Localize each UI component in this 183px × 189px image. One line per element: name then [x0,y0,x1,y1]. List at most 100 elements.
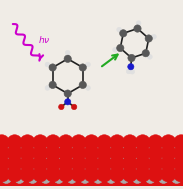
Circle shape [158,152,169,162]
Circle shape [122,156,138,171]
Circle shape [93,163,103,173]
Circle shape [134,25,141,32]
Circle shape [117,27,122,32]
Circle shape [145,152,156,162]
Circle shape [20,167,35,182]
Circle shape [80,152,90,162]
Circle shape [148,175,163,189]
Circle shape [27,173,38,184]
Circle shape [161,167,176,182]
Circle shape [97,156,112,171]
Circle shape [173,175,183,189]
Circle shape [106,163,116,173]
Circle shape [135,145,150,161]
Circle shape [33,175,48,189]
Circle shape [93,173,103,184]
Circle shape [119,173,129,184]
Circle shape [122,135,138,150]
Circle shape [45,167,61,182]
Circle shape [54,163,64,173]
Circle shape [0,145,10,161]
Circle shape [132,152,142,162]
Circle shape [80,141,90,152]
Circle shape [27,141,38,152]
Circle shape [128,64,134,70]
Circle shape [49,64,56,71]
Circle shape [45,86,50,90]
Circle shape [58,145,74,161]
Circle shape [109,175,125,189]
Circle shape [7,175,22,189]
Circle shape [67,141,77,152]
Circle shape [71,156,86,171]
Circle shape [109,135,125,150]
Circle shape [41,163,51,173]
Circle shape [64,90,71,97]
Circle shape [171,173,182,184]
Circle shape [80,173,90,184]
Circle shape [135,156,150,171]
Circle shape [148,135,163,150]
Circle shape [20,175,35,189]
Circle shape [158,141,169,152]
Circle shape [106,152,116,162]
Circle shape [161,135,176,150]
Circle shape [58,167,74,182]
Circle shape [0,135,10,150]
Circle shape [171,163,182,173]
Circle shape [84,156,99,171]
Circle shape [20,156,35,171]
Circle shape [161,175,176,189]
Circle shape [145,35,152,42]
Circle shape [71,145,86,161]
Circle shape [71,104,77,110]
Circle shape [27,163,38,173]
Circle shape [152,34,156,39]
Circle shape [84,175,99,189]
Circle shape [71,135,86,150]
Circle shape [97,175,112,189]
Circle shape [147,54,152,59]
Circle shape [45,62,50,67]
Circle shape [54,152,64,162]
Circle shape [97,145,112,161]
Circle shape [7,167,22,182]
Circle shape [135,175,150,189]
Circle shape [173,156,183,171]
Circle shape [7,145,22,161]
Circle shape [27,152,38,162]
Circle shape [41,173,51,184]
Circle shape [130,69,135,74]
Circle shape [58,156,74,171]
Circle shape [33,156,48,171]
Circle shape [122,145,138,161]
Circle shape [161,156,176,171]
Circle shape [119,141,129,152]
Circle shape [171,152,182,162]
Circle shape [33,135,48,150]
Circle shape [1,173,12,184]
Circle shape [65,50,70,55]
Circle shape [161,145,176,161]
Circle shape [49,81,56,89]
Circle shape [128,54,135,62]
Circle shape [14,173,25,184]
Circle shape [126,69,131,74]
Circle shape [59,104,64,110]
Circle shape [58,135,74,150]
Circle shape [64,55,71,63]
Circle shape [67,163,77,173]
Circle shape [45,156,61,171]
Circle shape [1,163,12,173]
Circle shape [93,152,103,162]
Circle shape [173,135,183,150]
Circle shape [119,152,129,162]
Circle shape [14,152,25,162]
Circle shape [148,145,163,161]
Circle shape [65,99,71,105]
Circle shape [106,141,116,152]
Circle shape [117,44,124,52]
Circle shape [97,135,112,150]
Circle shape [0,167,10,182]
Circle shape [58,175,74,189]
